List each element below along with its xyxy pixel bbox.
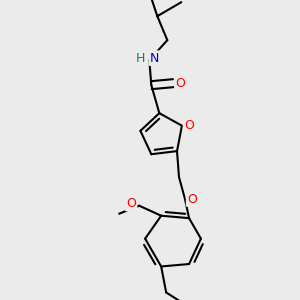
Text: O: O [184,119,194,132]
Text: H: H [136,52,145,65]
Text: O: O [126,197,136,210]
Text: O: O [176,77,185,90]
Text: N: N [150,52,159,65]
Text: O: O [187,193,197,206]
